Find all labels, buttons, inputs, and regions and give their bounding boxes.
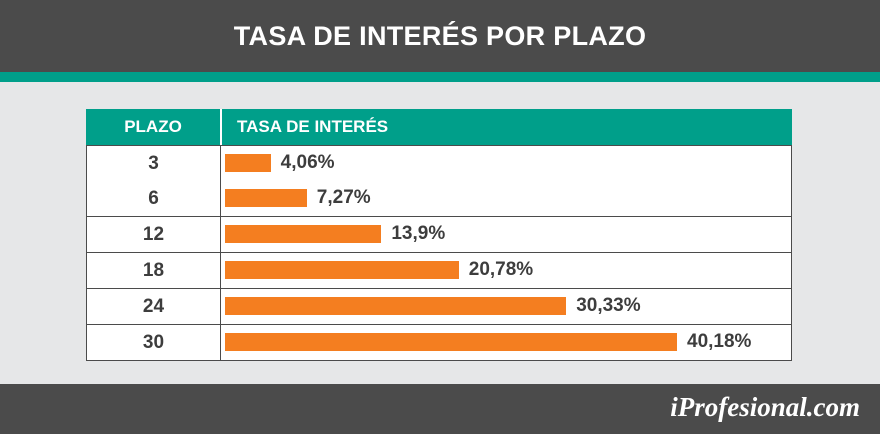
rate-label: 20,78%: [468, 259, 534, 280]
table-header: PLAZO TASA DE INTERÉS: [86, 109, 792, 145]
plazo-cell: 3: [87, 146, 221, 181]
rate-bar: [225, 333, 677, 351]
header-divider: [220, 109, 222, 145]
table-row: 3 4,06%: [86, 145, 792, 182]
rate-bar: [225, 297, 567, 315]
table-row: 6 7,27%: [86, 181, 792, 217]
rate-label: 7,27%: [316, 187, 371, 208]
footer-bar: iProfesional.com: [0, 384, 880, 434]
title-bar: TASA DE INTERÉS POR PLAZO: [0, 0, 880, 72]
table-row: 24 30,33%: [86, 289, 792, 325]
table-row: 12 13,9%: [86, 217, 792, 253]
rate-label: 13,9%: [391, 223, 446, 244]
table-row: 30 40,18%: [86, 325, 792, 361]
plazo-cell: 30: [87, 325, 221, 360]
site-logo: iProfesional.com: [670, 392, 860, 422]
rate-bar: [225, 189, 307, 207]
rate-bar: [225, 225, 382, 243]
plazo-cell: 12: [87, 217, 221, 252]
rate-bar: [225, 154, 271, 172]
chart-title: TASA DE INTERÉS POR PLAZO: [233, 20, 647, 51]
rate-table: PLAZO TASA DE INTERÉS 3 4,06% 6 7,27% 12 13,9…: [86, 109, 792, 361]
plazo-cell: 18: [87, 253, 221, 288]
rate-bar: [225, 261, 459, 279]
rate-label: 4,06%: [280, 152, 335, 173]
table-row: 18 20,78%: [86, 253, 792, 289]
plazo-cell: 24: [87, 289, 221, 324]
accent-divider: [0, 72, 880, 82]
plazo-cell: 6: [87, 181, 221, 216]
column-header-plazo: PLAZO: [124, 117, 182, 136]
column-header-tasa: TASA DE INTERÉS: [237, 117, 389, 136]
rate-label: 30,33%: [576, 295, 641, 316]
rate-label: 40,18%: [687, 331, 752, 352]
